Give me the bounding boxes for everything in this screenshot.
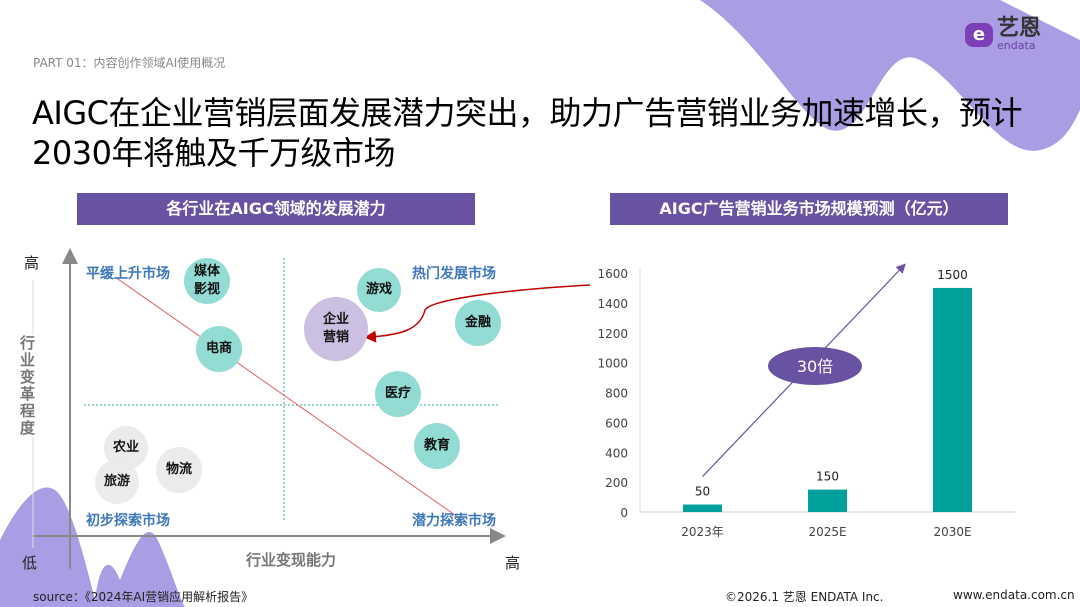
bubble-ecommerce: 电商 bbox=[196, 326, 242, 372]
x-tick-label: 2030E bbox=[933, 525, 971, 539]
bar bbox=[933, 287, 972, 512]
website-link[interactable]: www.endata.com.cn bbox=[953, 588, 1075, 602]
bubble-enterprise-marketing: 企业营销 bbox=[304, 297, 368, 361]
bar bbox=[808, 489, 847, 512]
y-tick-label: 1400 bbox=[597, 297, 628, 311]
x-tick-label: 2025E bbox=[808, 525, 846, 539]
logo-en: endata bbox=[997, 39, 1036, 52]
bar bbox=[683, 504, 722, 512]
x-axis-label: 行业变现能力 bbox=[240, 549, 343, 570]
x-high-label: 高 bbox=[505, 554, 521, 572]
copyright: ©2026.1 艺恩 ENDATA Inc. bbox=[725, 590, 884, 604]
data-label: 50 bbox=[695, 485, 710, 499]
logo-icon: e bbox=[965, 22, 993, 47]
quadrant-top-left: 平缓上升市场 bbox=[86, 266, 170, 282]
quadrant-bottom-left: 初步探索市场 bbox=[86, 513, 170, 529]
y-low-label: 低 bbox=[22, 554, 38, 572]
bottom-wave-shape bbox=[0, 487, 185, 607]
y-tick-label: 1200 bbox=[597, 327, 628, 341]
x-tick-label: 2023年 bbox=[681, 525, 724, 539]
bubble-logistics: 物流 bbox=[156, 447, 202, 493]
bubble-media: 媒体影视 bbox=[184, 258, 230, 304]
source-note: source：《2024年AI营销应用解析报告》 bbox=[33, 590, 254, 604]
quadrant-top-right: 热门发展市场 bbox=[412, 266, 496, 282]
bubble-finance: 金融 bbox=[455, 300, 501, 346]
left-banner: 各行业在AIGC领域的发展潜力 bbox=[77, 193, 475, 225]
part-label: PART 01：内容创作领域AI使用概况 bbox=[33, 56, 226, 70]
logo-cn: 艺恩 bbox=[997, 16, 1042, 41]
right-banner: AIGC广告营销业务市场规模预测（亿元） bbox=[610, 193, 1008, 225]
data-label: 1500 bbox=[937, 268, 968, 282]
logo: e 艺恩 endata bbox=[965, 18, 1041, 51]
trend-line bbox=[114, 276, 463, 521]
bubble-healthcare: 医疗 bbox=[375, 371, 421, 417]
bubble-education: 教育 bbox=[414, 423, 460, 469]
y-axis-label: 行业变革程度 bbox=[20, 335, 38, 437]
quadrant-bottom-right: 潜力探索市场 bbox=[412, 513, 496, 529]
bubble-games: 游戏 bbox=[357, 268, 401, 312]
y-tick-label: 200 bbox=[605, 476, 628, 490]
y-tick-label: 400 bbox=[605, 446, 628, 460]
red-arrow bbox=[364, 284, 591, 343]
data-label: 150 bbox=[816, 470, 839, 484]
y-high-label: 高 bbox=[24, 254, 40, 272]
page-title: AIGC在企业营销层面发展潜力突出，助力广告营销业务加速增长，预计2030年将触… bbox=[32, 94, 1022, 172]
growth-badge-label: 30倍 bbox=[797, 357, 833, 376]
bubble-tourism: 旅游 bbox=[95, 460, 139, 504]
y-tick-label: 0 bbox=[620, 506, 628, 520]
y-tick-label: 1600 bbox=[597, 267, 628, 281]
growth-badge bbox=[768, 347, 862, 385]
y-tick-label: 800 bbox=[605, 387, 628, 401]
y-tick-label: 1000 bbox=[597, 357, 628, 371]
quadrant-chart bbox=[32, 248, 591, 570]
y-tick-label: 600 bbox=[605, 416, 628, 430]
bar-chart: 0 200 400 600 800 1000 1200 1400 1600 50 2023年 150 2… bbox=[597, 263, 1015, 539]
